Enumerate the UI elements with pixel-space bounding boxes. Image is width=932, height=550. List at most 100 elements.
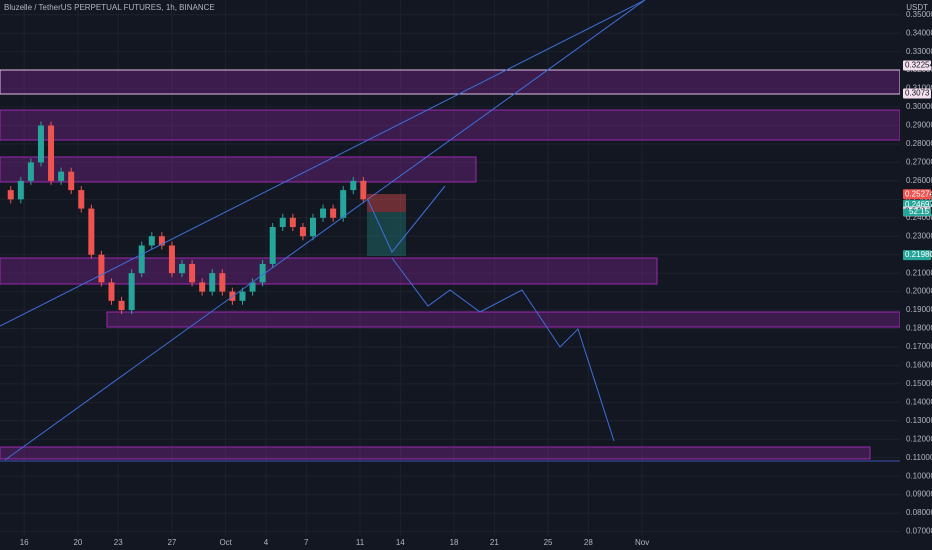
candle-body [37, 125, 44, 163]
x-tick-label: 25 [544, 538, 553, 547]
projection-arrow [367, 185, 446, 253]
candle-body [138, 245, 145, 274]
candle-body [340, 190, 347, 218]
candle-body [269, 227, 276, 264]
candles [7, 121, 367, 315]
zone [0, 446, 871, 460]
candle-body [360, 180, 367, 200]
x-tick-label: Oct [219, 538, 232, 547]
candle-body [48, 125, 55, 181]
x-tick-label: 27 [167, 538, 176, 547]
candle-body [289, 217, 296, 228]
drawings [0, 0, 646, 461]
candle-body [189, 263, 196, 283]
candle-body [209, 273, 216, 292]
price-tag-label: 0.24697 [905, 200, 932, 209]
zone [0, 69, 901, 95]
zone [0, 156, 477, 183]
candle-body [199, 282, 206, 292]
candle-body [7, 190, 14, 200]
x-tick-label: 16 [20, 538, 29, 547]
candle-body [17, 180, 24, 200]
trend-line [4, 0, 646, 461]
stop-zone [367, 194, 406, 212]
price-tag-label: 0.32254 [905, 61, 932, 70]
candle-body [320, 208, 327, 218]
countdown: 52:15 [909, 207, 930, 216]
x-tick-label: 18 [450, 538, 459, 547]
candle-body [330, 208, 337, 218]
x-tick-label: 7 [304, 538, 309, 547]
target-zone [367, 212, 406, 256]
currency: USDT [906, 3, 928, 12]
candle-body [259, 263, 266, 283]
x-tick-label: 23 [114, 538, 123, 547]
candle-body [279, 217, 286, 228]
y-tick-label: 0.07000 [906, 527, 932, 536]
candle-body [128, 273, 135, 311]
projection-arrow [391, 257, 615, 442]
x-tick-label: 28 [584, 538, 593, 547]
price-tag [903, 88, 931, 99]
candle-body [239, 291, 246, 301]
price-tag-label: 0.30737 [905, 89, 932, 98]
candle-body [299, 227, 306, 237]
candle-body [27, 162, 34, 181]
candle-body [309, 217, 316, 237]
axis-labels: 0.350000.340000.330000.320000.310000.300… [20, 10, 932, 547]
price-tag [903, 60, 931, 71]
candle-body [118, 300, 125, 311]
candle-body [350, 180, 357, 191]
candle-body [219, 273, 226, 292]
x-tick-label: 21 [490, 538, 499, 547]
x-tick-label: Nov [635, 538, 649, 547]
candle-body [98, 254, 105, 283]
title: Bluzelle / TetherUS PERPETUAL FUTURES, 1… [4, 3, 215, 12]
price-tag-label: 0.21980 [905, 250, 932, 259]
x-tick-label: 14 [396, 538, 405, 547]
x-tick-label: 4 [264, 538, 269, 547]
candle-body [78, 190, 85, 209]
candle-body [68, 171, 75, 191]
x-tick-label: 11 [356, 538, 365, 547]
zones [0, 69, 901, 462]
price-tag-label: 0.25274 [905, 189, 932, 198]
x-tick-label: 20 [73, 538, 82, 547]
zone [0, 109, 901, 141]
time-axis [0, 536, 900, 550]
candle-body [108, 282, 115, 301]
candle-body [88, 208, 95, 255]
y-tick-label: 0.11000 [906, 453, 932, 462]
price-tag [903, 250, 931, 261]
candle-body [179, 263, 186, 274]
trend-line [0, 0, 646, 327]
candle-body [158, 236, 165, 246]
zone [106, 311, 901, 328]
